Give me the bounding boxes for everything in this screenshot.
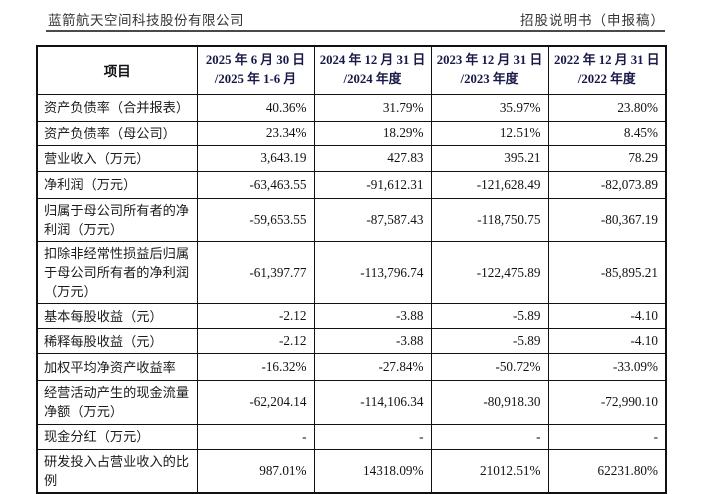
row-label: 现金分红（万元） [36,423,198,450]
column-header-period: 2023 年 12 月 31 日/2023 年度 [430,45,549,95]
row-value: 35.97% [430,93,549,122]
table-row: 研发投入占营业收入的比例 987.01% 14318.09% 21012.51% 622… [36,448,667,494]
row-value: -122,475.89 [430,240,549,305]
row-value: -80,367.19 [547,197,667,242]
row-value: -5.89 [430,328,549,355]
row-label: 稀释每股收益（元） [36,328,198,355]
row-label: 资产负债率（母公司） [36,120,198,146]
row-value: -82,073.89 [547,170,667,199]
table-row: 稀释每股收益（元） -2.12 -3.88 -5.89 -4.10 [36,328,667,355]
period-span-line: /2025 年 1-6 月 [214,72,297,87]
row-value: 40.36% [196,93,315,122]
row-value: -63,463.55 [196,170,315,199]
table-header-row: 项目 2025 年 6 月 30 日/2025 年 1-6 月 2024 年 12 … [36,45,667,95]
table-row: 净利润（万元） -63,463.55 -91,612.31 -121,628.49 -8… [36,170,667,199]
row-value: -113,796.74 [313,240,432,305]
row-value: 23.80% [547,93,667,122]
row-value: 78.29 [547,144,667,172]
row-value: -72,990.10 [547,380,667,425]
column-header-period: 2022 年 12 月 31 日/2022 年度 [547,45,667,95]
column-header-item: 项目 [36,45,198,95]
row-label: 经营活动产生的现金流量净额（万元） [36,380,198,425]
row-value: -87,587.43 [313,197,432,242]
row-value: -5.89 [430,303,549,330]
table-row: 基本每股收益（元） -2.12 -3.88 -5.89 -4.10 [36,303,667,330]
row-value: -16.32% [196,353,315,382]
period-date-line: 2023 年 12 月 31 日 [436,53,543,68]
row-label: 加权平均净资产收益率 [36,353,198,382]
row-value: 3,643.19 [196,144,315,172]
row-value: -59,653.55 [196,197,315,242]
table-row: 归属于母公司所有者的净利润（万元） -59,653.55 -87,587.43 -11… [36,197,667,242]
period-date-line: 2025 年 6 月 30 日 [205,53,306,68]
row-value: -50.72% [430,353,549,382]
row-value: -61,397.77 [196,240,315,305]
page-header-company: 蓝箭航天空间科技股份有限公司 [48,13,244,28]
table-row: 加权平均净资产收益率 -16.32% -27.84% -50.72% -33.09% [36,353,667,382]
period-date-line: 2024 年 12 月 31 日 [319,53,426,68]
row-value: - [430,423,549,450]
row-value: -91,612.31 [313,170,432,199]
row-value: -121,628.49 [430,170,549,199]
table-row: 扣除非经常性损益后归属于母公司所有者的净利润（万元） -61,397.77 -113… [36,240,667,305]
row-label: 营业收入（万元） [36,144,198,172]
period-span-line: /2022 年度 [577,72,636,87]
row-value: 8.45% [547,120,667,146]
table-row: 经营活动产生的现金流量净额（万元） -62,204.14 -114,106.34 -8… [36,380,667,425]
row-value: 62231.80% [547,448,667,494]
row-value: 23.34% [196,120,315,146]
row-value: - [547,423,667,450]
row-value: -85,895.21 [547,240,667,305]
row-value: 12.51% [430,120,549,146]
row-value: -33.09% [547,353,667,382]
table-row: 营业收入（万元） 3,643.19 427.83 395.21 78.29 [36,144,667,172]
row-value: -27.84% [313,353,432,382]
row-value: 18.29% [313,120,432,146]
row-value: 14318.09% [313,448,432,494]
row-value: 427.83 [313,144,432,172]
row-value: -2.12 [196,328,315,355]
financial-summary-table: 项目 2025 年 6 月 30 日/2025 年 1-6 月 2024 年 12 … [36,45,667,494]
row-value: 21012.51% [430,448,549,494]
row-value: 987.01% [196,448,315,494]
row-value: 31.79% [313,93,432,122]
header-divider-line [46,30,665,32]
period-span-line: /2023 年度 [460,72,519,87]
row-value: -62,204.14 [196,380,315,425]
table-row: 资产负债率（母公司） 23.34% 18.29% 12.51% 8.45% [36,120,667,146]
column-header-period: 2025 年 6 月 30 日/2025 年 1-6 月 [196,45,315,95]
row-label: 净利润（万元） [36,170,198,199]
row-label: 研发投入占营业收入的比例 [36,448,198,494]
row-value: -114,106.34 [313,380,432,425]
row-value: -4.10 [547,328,667,355]
row-value: -2.12 [196,303,315,330]
row-value: - [313,423,432,450]
page-header-doc-title: 招股说明书（申报稿） [520,13,665,28]
row-label: 资产负债率（合并报表） [36,93,198,122]
row-value: -80,918.30 [430,380,549,425]
row-label: 扣除非经常性损益后归属于母公司所有者的净利润（万元） [36,240,198,305]
row-value: 395.21 [430,144,549,172]
row-value: -3.88 [313,328,432,355]
row-value: - [196,423,315,450]
table-body: 资产负债率（合并报表） 40.36% 31.79% 35.97% 23.80% 资产负债率… [36,93,667,494]
row-value: -118,750.75 [430,197,549,242]
table-head: 项目 2025 年 6 月 30 日/2025 年 1-6 月 2024 年 12 … [36,45,667,95]
row-value: -4.10 [547,303,667,330]
table-row: 资产负债率（合并报表） 40.36% 31.79% 35.97% 23.80% [36,93,667,122]
row-value: -3.88 [313,303,432,330]
row-label: 归属于母公司所有者的净利润（万元） [36,197,198,242]
table-row: 现金分红（万元） - - - - [36,423,667,450]
period-span-line: /2024 年度 [343,72,402,87]
row-label: 基本每股收益（元） [36,303,198,330]
period-date-line: 2022 年 12 月 31 日 [553,53,660,68]
column-header-period: 2024 年 12 月 31 日/2024 年度 [313,45,432,95]
